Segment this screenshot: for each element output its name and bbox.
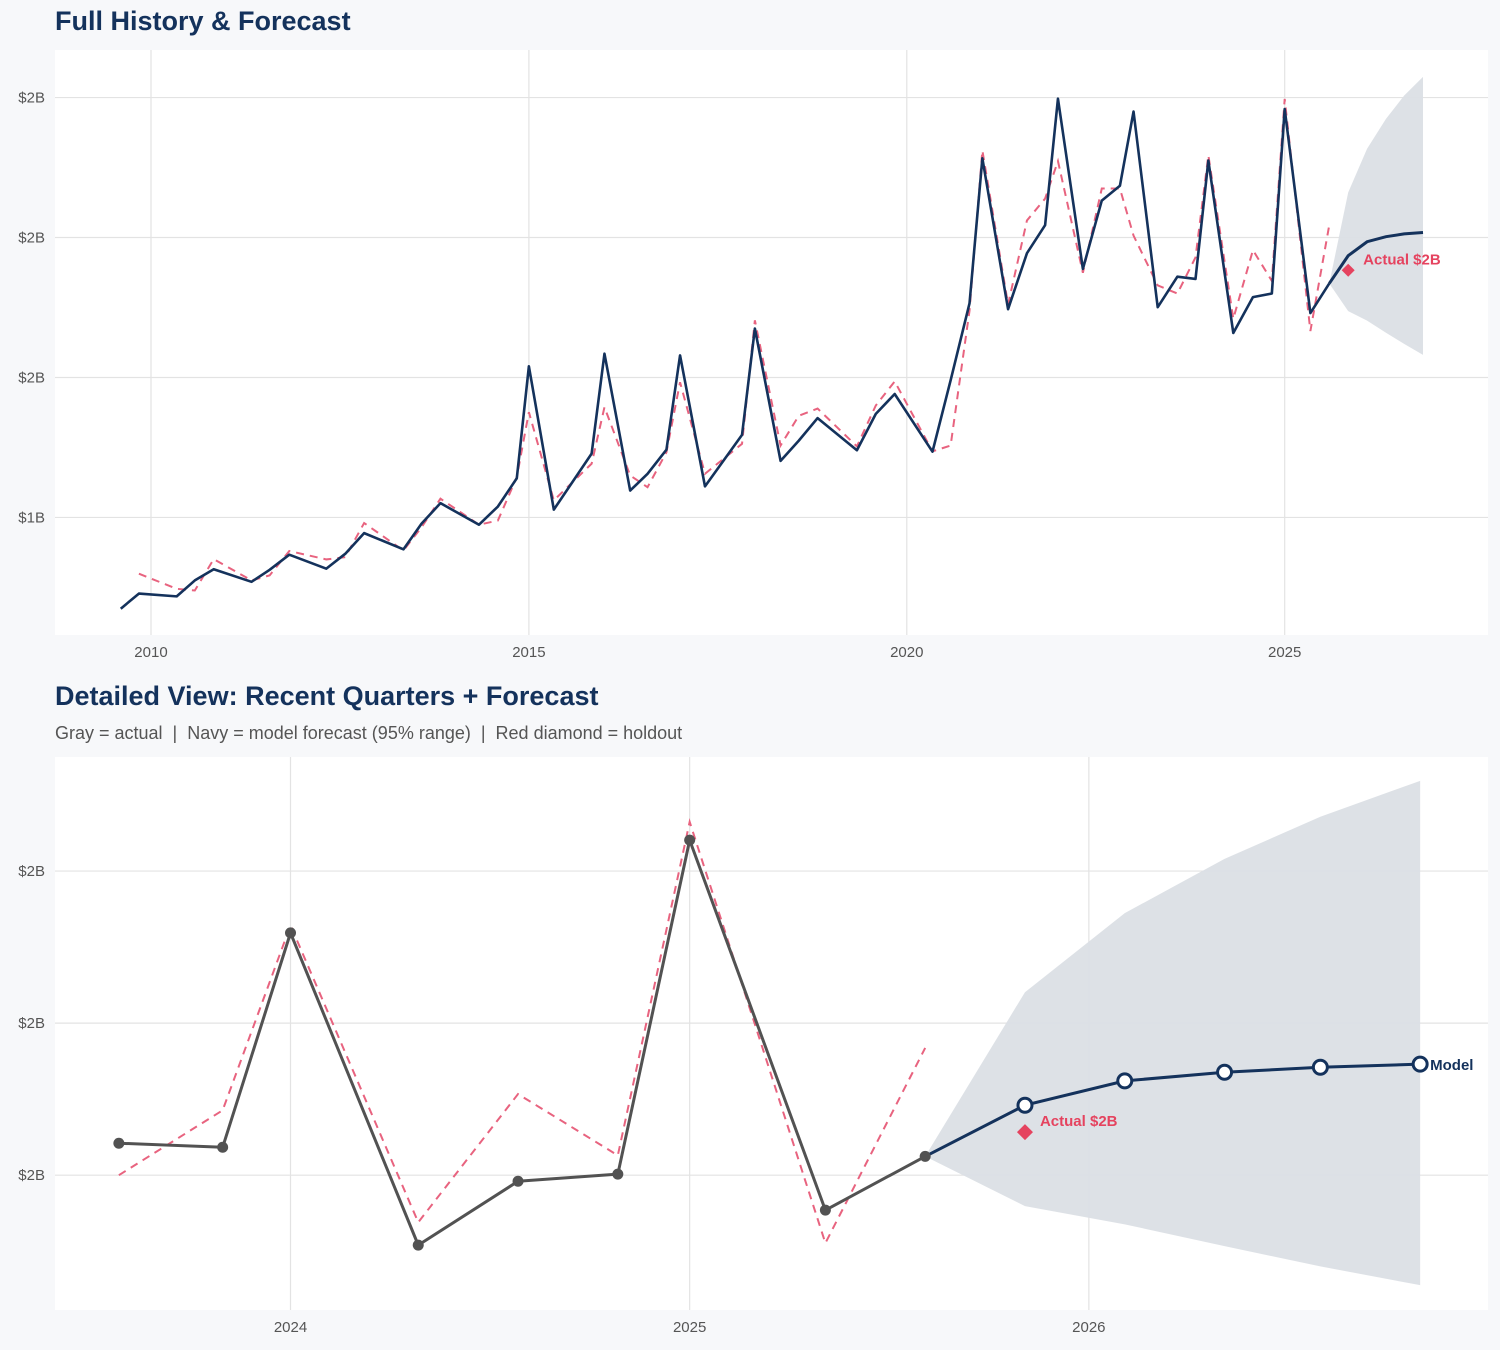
x-tick-label: 2015: [512, 644, 545, 661]
forecast-series-line: [924, 1062, 1421, 1158]
x-tick-label: 2020: [890, 644, 923, 661]
actual-point: [684, 834, 696, 846]
actual-point: [412, 1239, 424, 1251]
chart-title-full-history: Full History & Forecast: [55, 6, 351, 36]
holdout-diamond-marker: [1016, 1124, 1033, 1141]
holdout-label: Actual $2B: [1363, 251, 1441, 268]
forecast-95-range-band: [925, 780, 1421, 1286]
actual-series-line: [119, 97, 1331, 610]
actual-point: [217, 1141, 229, 1153]
actual-point: [512, 1175, 524, 1187]
fitted-series-line: [138, 98, 1331, 592]
x-tick-label: 2024: [274, 1319, 307, 1336]
y-tick-label: $1B: [18, 509, 45, 526]
actual-point: [113, 1137, 125, 1149]
holdout-label: Actual $2B: [1040, 1113, 1118, 1130]
model-label: Model: [1430, 1057, 1473, 1074]
forecast-point: [1311, 1058, 1329, 1076]
forecast-point: [1016, 1096, 1034, 1114]
y-tick-label: $2B: [18, 369, 45, 386]
y-tick-label: $2B: [18, 230, 45, 247]
plot-panel: [55, 50, 1488, 635]
chart-title-detailed-view: Detailed View: Recent Quarters + Forecas…: [55, 681, 599, 711]
forecast-point: [1216, 1063, 1234, 1081]
actual-point: [819, 1204, 831, 1216]
y-tick-label: $2B: [18, 863, 45, 880]
y-tick-label: $2B: [18, 90, 45, 107]
holdout-diamond-marker: [1341, 263, 1355, 277]
x-tick-label: 2025: [673, 1319, 706, 1336]
actual-point: [919, 1150, 931, 1162]
y-tick-label: $2B: [18, 1015, 45, 1032]
x-tick-label: 2010: [134, 644, 167, 661]
forecast-point: [1411, 1055, 1429, 1073]
fitted-series-line: [118, 818, 927, 1246]
actual-point: [612, 1168, 624, 1180]
forecast-95-range-band: [1329, 76, 1424, 355]
actual-point: [285, 927, 297, 939]
forecast-point: [1116, 1072, 1134, 1090]
y-tick-label: $2B: [18, 1167, 45, 1184]
x-tick-label: 2026: [1072, 1319, 1105, 1336]
full-history-chart: 2010 2015 2020 2025 $1B $2B $2B $2B Actual $2B: [18, 50, 1488, 661]
x-tick-label: 2025: [1268, 644, 1301, 661]
chart-subtitle: Gray = actual | Navy = model forecast (9…: [55, 723, 683, 743]
forecast-series-line: [1328, 231, 1424, 285]
